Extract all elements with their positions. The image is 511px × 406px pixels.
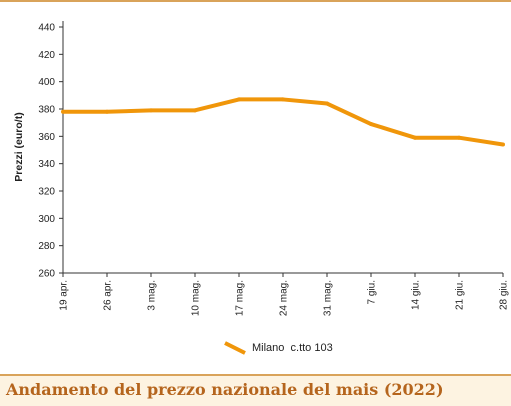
y-tick-label: 380: [38, 105, 55, 116]
y-tick-label: 400: [38, 77, 55, 88]
x-tick-label: 17 mag.: [235, 280, 246, 316]
y-tick-label: 280: [38, 241, 55, 252]
x-tick-label: 14 giu.: [411, 280, 422, 310]
data-point: [105, 109, 109, 114]
x-tick-label: 31 mag.: [323, 280, 334, 316]
line-chart: Prezzi (euro/t) 260 280 300 320 340 360 380 400…: [13, 21, 510, 316]
x-tick-label: 28 giu.: [499, 280, 510, 310]
y-tick-label: 420: [38, 50, 55, 61]
legend-swatch: [224, 341, 246, 355]
data-point: [149, 108, 153, 113]
x-tick-label: 10 mag.: [191, 280, 202, 316]
y-tick-labels: 260 280 300 320 340 360 380 400 420 440: [38, 23, 63, 280]
y-tick-label: 340: [38, 159, 55, 170]
x-tick-label: 26 apr.: [103, 280, 114, 311]
data-point: [61, 109, 65, 114]
x-tick-label: 21 giu.: [455, 280, 466, 310]
y-axis-label: Prezzi (euro/t): [13, 112, 25, 181]
data-point: [501, 142, 505, 147]
y-tick-label: 320: [38, 187, 55, 198]
data-point: [281, 97, 285, 102]
x-tick-label: 3 mag.: [147, 280, 158, 311]
x-tick-labels: 19 apr. 26 apr. 3 mag. 10 mag. 17 mag. 24 mag…: [59, 273, 510, 316]
legend-label: Milano c.tto 103: [252, 342, 333, 354]
y-tick-label: 260: [38, 269, 55, 280]
x-tick-label: 19 apr.: [59, 280, 70, 311]
legend: Milano c.tto 103: [224, 340, 333, 356]
series-line: [63, 97, 504, 147]
data-point: [457, 135, 461, 140]
y-tick-label: 360: [38, 132, 55, 143]
data-point: [237, 97, 241, 102]
y-tick-label: 300: [38, 214, 55, 225]
data-point: [369, 122, 373, 127]
series-group: [61, 97, 505, 147]
axes: [62, 21, 503, 274]
x-tick-label: 7 giu.: [367, 280, 378, 304]
top-rule: [0, 0, 511, 2]
y-tick-label: 440: [38, 23, 55, 34]
x-tick-label: 24 mag.: [279, 280, 290, 316]
caption-bar: Andamento del prezzo nazionale del mais …: [0, 374, 511, 406]
chart-caption: Andamento del prezzo nazionale del mais …: [6, 380, 444, 399]
data-point: [325, 101, 329, 106]
data-point: [193, 108, 197, 113]
data-point: [413, 135, 417, 140]
